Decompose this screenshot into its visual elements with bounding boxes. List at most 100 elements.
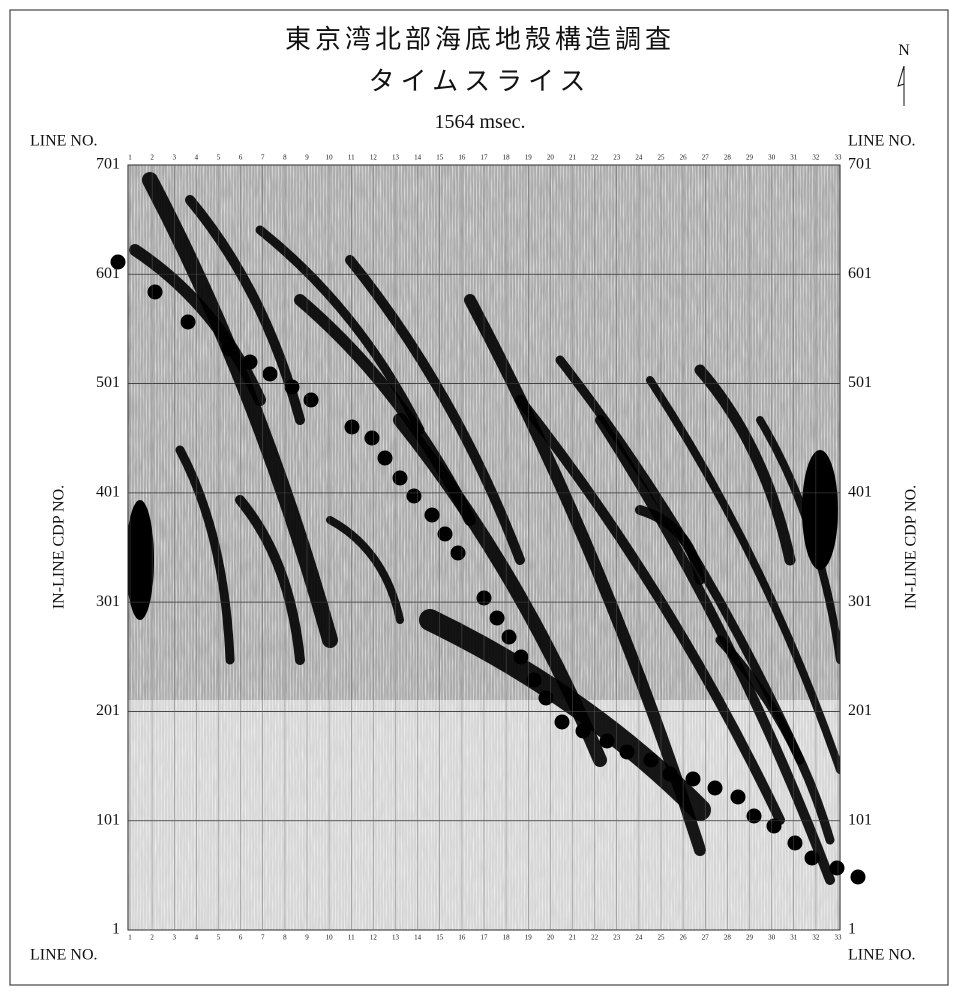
line-tick-label: 15 [436,154,444,162]
line-tick-label: 13 [392,934,400,942]
line-no-label: LINE NO. [848,133,916,150]
line-tick-label: 22 [591,154,599,162]
line-tick-label: 18 [503,154,511,162]
line-tick-label: 32 [812,934,820,942]
survey-point [686,772,701,787]
survey-point [285,380,300,395]
cdp-axis-label: IN-LINE CDP NO. [51,485,68,609]
line-tick-label: 9 [305,934,309,942]
line-tick-label: 26 [680,154,688,162]
line-tick-label: 29 [746,154,754,162]
cdp-axis-label: IN-LINE CDP NO. [903,485,920,609]
cdp-tick-label: 201 [96,702,120,719]
line-tick-label: 20 [547,934,555,942]
figure: 東京湾北部海底地殻構造調査 タイムスライス 1564 msec. N LINE … [0,0,954,993]
survey-point [502,630,517,645]
survey-point [830,861,845,876]
survey-point [644,753,659,768]
line-tick-label: 24 [635,154,643,162]
line-tick-label: 2 [150,934,154,942]
line-tick-label: 23 [613,154,621,162]
north-arrow [898,66,904,106]
line-no-label: LINE NO. [30,947,98,964]
subtitle: タイムスライス [369,67,592,97]
survey-point [407,489,422,504]
blob [802,450,838,570]
cdp-tick-label: 1 [848,921,856,938]
line-tick-label: 25 [658,154,666,162]
survey-point [663,767,678,782]
line-tick-label: 21 [569,934,577,942]
line-no-label: LINE NO. [30,133,98,150]
line-tick-label: 15 [436,934,444,942]
cdp-tick-label: 1 [112,921,120,938]
cdp-tick-label: 501 [96,374,120,391]
survey-point [527,673,542,688]
line-tick-label: 14 [414,154,422,162]
survey-point [181,315,196,330]
time-slice [126,165,840,930]
title: 東京湾北部海底地殻構造調査 [285,25,675,55]
survey-point [555,715,570,730]
line-tick-label: 9 [305,154,309,162]
cdp-tick-label: 101 [848,811,872,828]
survey-point [148,285,163,300]
cdp-tick-label: 401 [96,484,120,501]
line-tick-label: 28 [724,154,732,162]
line-tick-label: 3 [173,154,177,162]
survey-point [851,870,866,885]
line-tick-label: 29 [746,934,754,942]
survey-point [708,781,723,796]
line-tick-label: 6 [239,934,243,942]
survey-point [600,734,615,749]
survey-point [451,546,466,561]
line-tick-label: 31 [790,934,798,942]
line-tick-label: 7 [261,934,265,942]
line-tick-label: 27 [702,154,710,162]
line-tick-label: 25 [658,934,666,942]
survey-point [539,691,554,706]
line-tick-label: 5 [217,934,221,942]
cdp-tick-label: 301 [848,593,872,610]
line-no-label: LINE NO. [848,947,916,964]
line-tick-label: 10 [326,934,334,942]
cdp-tick-label: 201 [848,702,872,719]
line-tick-label: 5 [217,154,221,162]
line-tick-label: 33 [835,934,843,942]
cdp-tick-label: 601 [96,265,120,282]
line-tick-label: 20 [547,154,555,162]
survey-point [243,355,258,370]
line-tick-label: 16 [458,154,466,162]
cdp-tick-label: 401 [848,484,872,501]
survey-point [393,471,408,486]
line-tick-label: 31 [790,154,798,162]
survey-point [222,342,237,357]
survey-point [304,393,319,408]
line-tick-label: 23 [613,934,621,942]
line-tick-label: 26 [680,934,688,942]
line-tick-label: 7 [261,154,265,162]
line-tick-label: 27 [702,934,710,942]
line-tick-label: 17 [481,154,489,162]
line-tick-label: 12 [370,934,378,942]
line-tick-label: 18 [503,934,511,942]
line-tick-label: 4 [195,934,199,942]
line-tick-label: 6 [239,154,243,162]
line-tick-label: 21 [569,154,577,162]
line-tick-label: 1 [128,934,132,942]
survey-point [747,809,762,824]
line-tick-label: 8 [283,154,287,162]
cdp-tick-label: 501 [848,374,872,391]
line-tick-label: 19 [525,934,533,942]
survey-point [576,724,591,739]
line-tick-label: 11 [348,934,355,942]
line-tick-label: 10 [326,154,334,162]
line-tick-label: 19 [525,154,533,162]
survey-point [620,745,635,760]
line-tick-label: 17 [481,934,489,942]
line-tick-label: 11 [348,154,355,162]
line-tick-label: 16 [458,934,466,942]
survey-point [805,851,820,866]
cdp-tick-label: 601 [848,265,872,282]
north-label: N [898,42,910,59]
